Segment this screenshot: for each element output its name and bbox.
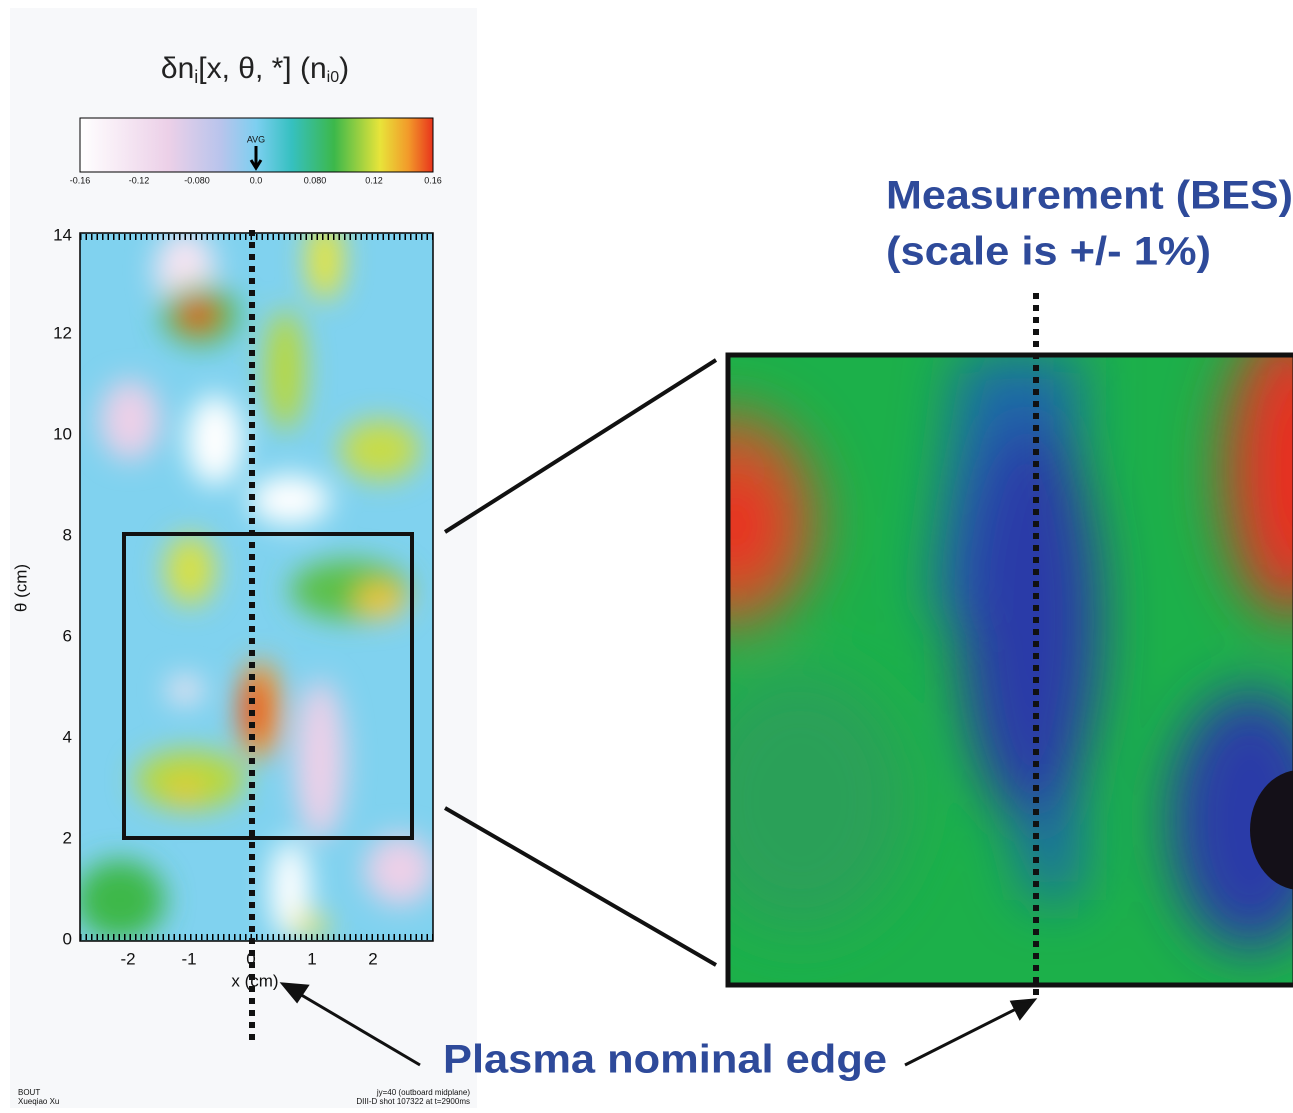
y-tick-label: 8	[63, 525, 72, 544]
colorbar-tick: -0.16	[70, 175, 91, 185]
colorbar-tick: 0.080	[304, 175, 327, 185]
x-tick-label: 0	[246, 949, 255, 968]
x-tick-label: -1	[181, 949, 196, 968]
sim-heatmap	[80, 233, 433, 941]
x-tick-label: 1	[307, 949, 316, 968]
avg-label: AVG	[247, 134, 265, 144]
sim-frame	[79, 232, 434, 942]
colorbar-tick: 0.12	[365, 175, 383, 185]
measurement-subtitle: (scale is +/- 1%)	[886, 230, 1211, 274]
colorbar-ticks: -0.16 -0.12 -0.080 0.0 0.080 0.12 0.16	[70, 175, 442, 185]
colorbar-tick: -0.12	[129, 175, 150, 185]
zoom-line	[443, 358, 718, 534]
colorbar-tick: -0.080	[184, 175, 210, 185]
x-tick-label: -2	[120, 949, 135, 968]
colorbar-tick: 0.16	[424, 175, 442, 185]
y-tick-label: 14	[53, 225, 72, 244]
y-axis-label: θ (cm)	[11, 564, 30, 612]
avg-arrow	[249, 146, 263, 171]
y-tick-label: 12	[53, 323, 72, 342]
colorbar-tick: 0.0	[250, 175, 263, 185]
y-tick-label: 4	[63, 727, 72, 746]
measurement-heatmap	[728, 355, 1293, 985]
sim-title: δni[x, θ, *] (ni0)	[161, 52, 349, 87]
dark-spot	[1250, 770, 1293, 890]
y-tick-label: 2	[63, 828, 72, 847]
footer-left: Xueqiao Xu	[18, 1097, 59, 1106]
y-tick-label: 10	[53, 424, 72, 443]
y-tick-label: 0	[63, 929, 72, 948]
footer-right: DIII-D shot 107322 at t=2900ms	[356, 1097, 470, 1106]
edge-annotation: Plasma nominal edge	[443, 1038, 887, 1082]
minor-ticks	[80, 234, 433, 940]
footer-left: BOUT	[18, 1088, 40, 1097]
x-axis-label: x (cm)	[231, 971, 278, 990]
x-tick-label: 2	[368, 949, 377, 968]
annotation-arrows	[279, 982, 1038, 1067]
y-ticks: 0 2 4 6 8 10 12 14	[53, 225, 72, 948]
zoom-box	[122, 532, 414, 840]
measurement-frame	[725, 352, 1293, 988]
x-ticks: -2 -1 0 1 2	[120, 949, 377, 968]
zoom-line	[443, 806, 718, 967]
footer-right: jy=40 (outboard midplane)	[376, 1088, 471, 1097]
measurement-title: Measurement (BES)	[886, 174, 1293, 218]
y-tick-label: 6	[63, 626, 72, 645]
